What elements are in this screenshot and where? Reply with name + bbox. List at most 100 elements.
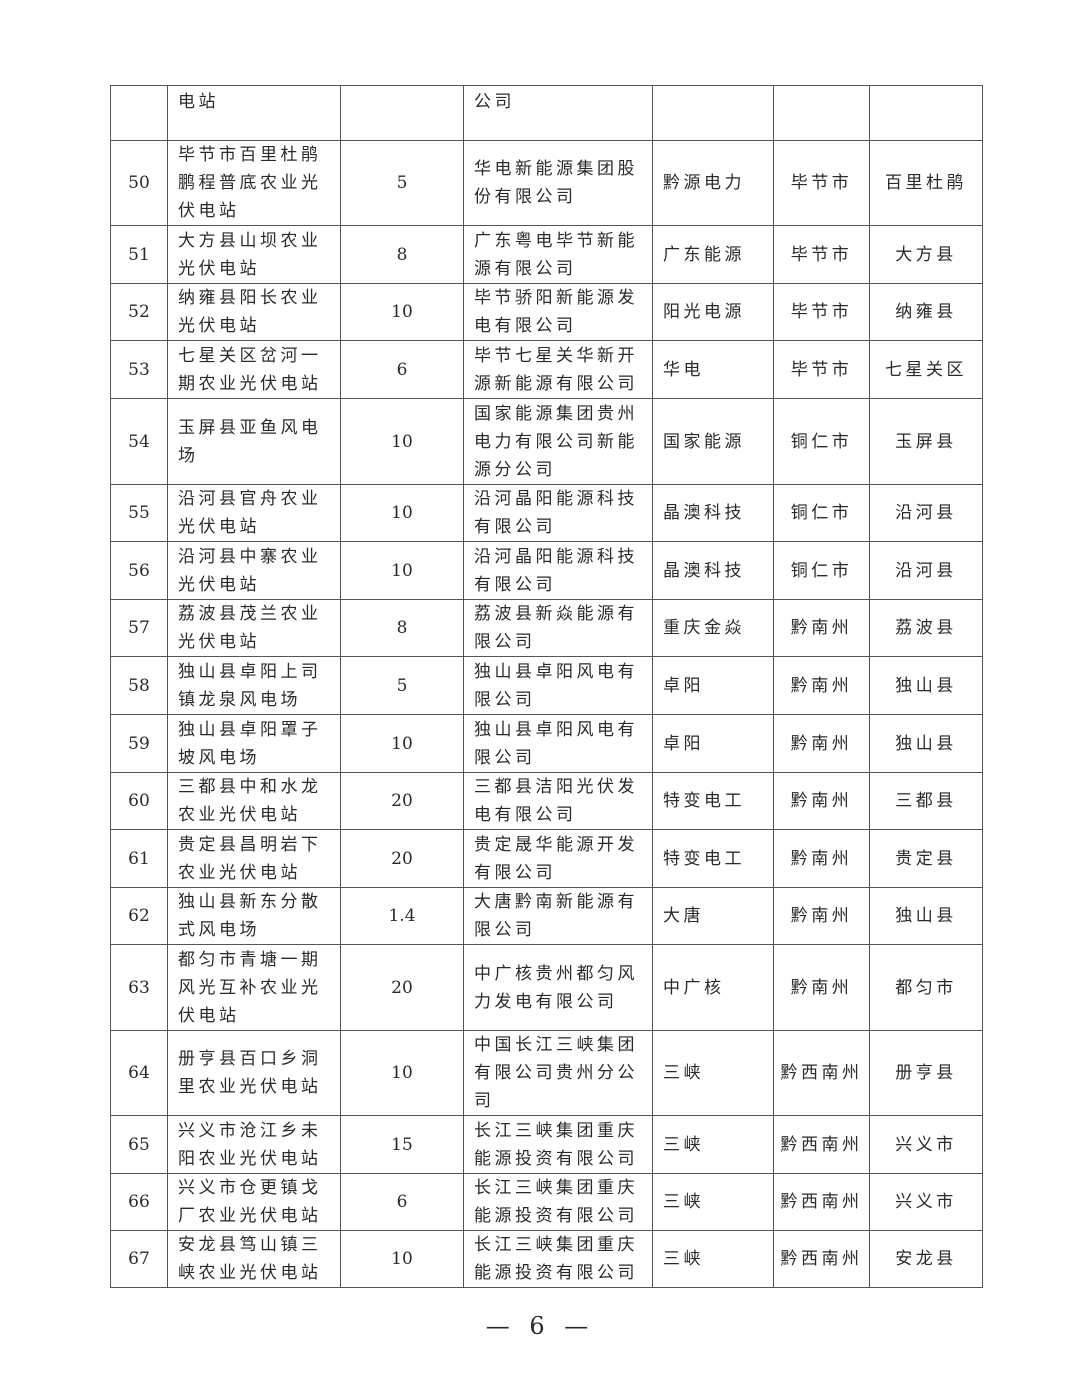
table-row: 53 七星关区岔河一期农业光伏电站 6 毕节七星关华新开源新能源有限公司 华电 毕节市 七星…: [110, 340, 983, 399]
cell-company: 三都县洁阳光伏发电有限公司: [463, 772, 653, 830]
table-row: 58 独山县卓阳上司镇龙泉风电场 5 独山县卓阳风电有限公司 卓阳 黔南州 独山县: [110, 656, 983, 715]
cell-company: 国家能源集团贵州电力有限公司新能源分公司: [463, 398, 653, 485]
cell-name: 大方县山坝农业光伏电站: [167, 225, 341, 284]
cell-group: 华电: [652, 340, 774, 399]
cell-group: 三峡: [652, 1173, 774, 1231]
cell-capacity: 20: [340, 829, 464, 888]
cell-county: 独山县: [869, 714, 983, 773]
cell-name: 三都县中和水龙农业光伏电站: [167, 772, 341, 830]
cell-name: 独山县卓阳罩子坡风电场: [167, 714, 341, 773]
cell-company: 沿河晶阳能源科技有限公司: [463, 541, 653, 600]
cell-company: 公司: [463, 85, 653, 141]
cell-capacity: 10: [340, 484, 464, 542]
cell-county: 册亨县: [869, 1030, 983, 1116]
cell-county: 三都县: [869, 772, 983, 830]
cell-county: 都匀市: [869, 944, 983, 1031]
cell-no: 55: [110, 484, 168, 542]
cell-city: 黔南州: [773, 714, 870, 773]
cell-company: 贵定晟华能源开发有限公司: [463, 829, 653, 888]
cell-capacity: 6: [340, 1173, 464, 1231]
cell-city: 毕节市: [773, 283, 870, 341]
cell-group: 中广核: [652, 944, 774, 1031]
cell-capacity: 1.4: [340, 887, 464, 945]
cell-group: 晶澳科技: [652, 541, 774, 600]
cell-capacity: [340, 85, 464, 141]
cell-city: 黔南州: [773, 772, 870, 830]
cell-group: 特变电工: [652, 772, 774, 830]
cell-group: [652, 85, 774, 141]
cell-name: 电站: [167, 85, 341, 141]
cell-group: 大唐: [652, 887, 774, 945]
table-row: 65 兴义市沧江乡未阳农业光伏电站 15 长江三峡集团重庆能源投资有限公司 三峡 黔西南州…: [110, 1115, 983, 1174]
cell-no: 66: [110, 1173, 168, 1231]
cell-city: 黔南州: [773, 829, 870, 888]
cell-city: 黔南州: [773, 887, 870, 945]
cell-city: [773, 85, 870, 141]
cell-capacity: 10: [340, 283, 464, 341]
cell-county: 荔波县: [869, 599, 983, 657]
continuation-row: 电站 公司: [110, 85, 983, 141]
cell-no: [110, 85, 168, 141]
cell-no: 62: [110, 887, 168, 945]
cell-county: 贵定县: [869, 829, 983, 888]
cell-no: 52: [110, 283, 168, 341]
cell-group: 三峡: [652, 1030, 774, 1116]
cell-name: 七星关区岔河一期农业光伏电站: [167, 340, 341, 399]
page-number: — 6 —: [485, 1312, 595, 1340]
table-row: 61 贵定县昌明岩下农业光伏电站 20 贵定晟华能源开发有限公司 特变电工 黔南州 贵定县: [110, 829, 983, 888]
table-row: 64 册亨县百口乡洞里农业光伏电站 10 中国长江三峡集团有限公司贵州分公司 三峡 黔西南…: [110, 1030, 983, 1116]
cell-capacity: 8: [340, 599, 464, 657]
cell-capacity: 10: [340, 1230, 464, 1288]
cell-city: 黔西南州: [773, 1173, 870, 1231]
cell-name: 独山县新东分散式风电场: [167, 887, 341, 945]
cell-capacity: 8: [340, 225, 464, 284]
cell-name: 兴义市沧江乡未阳农业光伏电站: [167, 1115, 341, 1174]
cell-capacity: 10: [340, 398, 464, 485]
cell-group: 晶澳科技: [652, 484, 774, 542]
cell-group: 三峡: [652, 1230, 774, 1288]
table-row: 55 沿河县官舟农业光伏电站 10 沿河晶阳能源科技有限公司 晶澳科技 铜仁市 沿河县: [110, 484, 983, 542]
cell-county: 七星关区: [869, 340, 983, 399]
cell-city: 铜仁市: [773, 484, 870, 542]
cell-capacity: 10: [340, 714, 464, 773]
cell-company: 独山县卓阳风电有限公司: [463, 656, 653, 715]
cell-no: 64: [110, 1030, 168, 1116]
cell-name: 独山县卓阳上司镇龙泉风电场: [167, 656, 341, 715]
cell-name: 玉屏县亚鱼风电场: [167, 398, 341, 485]
cell-group: 卓阳: [652, 714, 774, 773]
cell-county: [869, 85, 983, 141]
cell-county: 玉屏县: [869, 398, 983, 485]
project-table: 电站 公司 50 毕节市百里杜鹃鹏程普底农业光伏电站 5 华电新能源集团股份有限公司黔…: [110, 85, 983, 1288]
table-row: 51 大方县山坝农业光伏电站 8 广东粤电毕节新能源有限公司 广东能源 毕节市 大方县: [110, 225, 983, 284]
cell-name: 纳雍县阳长农业光伏电站: [167, 283, 341, 341]
cell-group: 卓阳: [652, 656, 774, 715]
cell-county: 独山县: [869, 656, 983, 715]
cell-no: 53: [110, 340, 168, 399]
cell-county: 纳雍县: [869, 283, 983, 341]
table-row: 66 兴义市仓更镇戈厂农业光伏电站 6 长江三峡集团重庆能源投资有限公司 三峡 黔西南州兴…: [110, 1173, 983, 1231]
table-row: 57 荔波县茂兰农业光伏电站 8 荔波县新焱能源有限公司 重庆金焱 黔南州 荔波县: [110, 599, 983, 657]
cell-city: 黔南州: [773, 656, 870, 715]
cell-capacity: 10: [340, 541, 464, 600]
cell-company: 长江三峡集团重庆能源投资有限公司: [463, 1115, 653, 1174]
cell-name: 贵定县昌明岩下农业光伏电站: [167, 829, 341, 888]
cell-city: 黔南州: [773, 944, 870, 1031]
cell-name: 毕节市百里杜鹃鹏程普底农业光伏电站: [167, 140, 341, 226]
table-row: 56 沿河县中寨农业光伏电站 10 沿河晶阳能源科技有限公司 晶澳科技 铜仁市 沿河县: [110, 541, 983, 600]
cell-group: 黔源电力: [652, 140, 774, 226]
cell-group: 广东能源: [652, 225, 774, 284]
cell-group: 三峡: [652, 1115, 774, 1174]
table-row: 60 三都县中和水龙农业光伏电站 20 三都县洁阳光伏发电有限公司 特变电工 黔南州 三都县: [110, 772, 983, 830]
cell-city: 毕节市: [773, 225, 870, 284]
cell-company: 荔波县新焱能源有限公司: [463, 599, 653, 657]
cell-company: 长江三峡集团重庆能源投资有限公司: [463, 1173, 653, 1231]
cell-name: 荔波县茂兰农业光伏电站: [167, 599, 341, 657]
cell-city: 毕节市: [773, 340, 870, 399]
cell-no: 65: [110, 1115, 168, 1174]
table-row: 67 安龙县笃山镇三峡农业光伏电站 10 长江三峡集团重庆能源投资有限公司 三峡 黔西南州…: [110, 1230, 983, 1288]
cell-company: 沿河晶阳能源科技有限公司: [463, 484, 653, 542]
cell-capacity: 20: [340, 944, 464, 1031]
cell-company: 毕节七星关华新开源新能源有限公司: [463, 340, 653, 399]
cell-county: 沿河县: [869, 541, 983, 600]
cell-company: 毕节骄阳新能源发电有限公司: [463, 283, 653, 341]
